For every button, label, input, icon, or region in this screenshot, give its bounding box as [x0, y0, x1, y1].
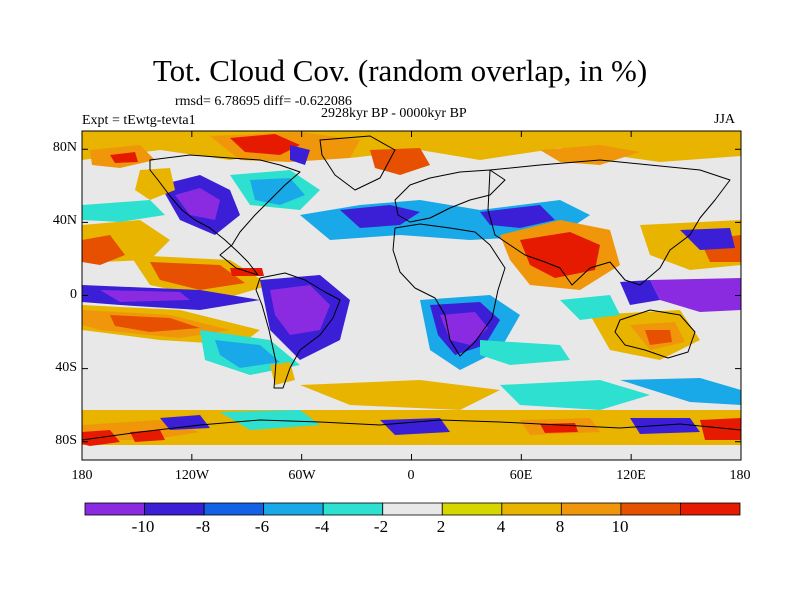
- lat-tick-label: 0: [70, 287, 77, 302]
- lon-tick-label: 120E: [616, 468, 646, 483]
- anomaly-region: [340, 205, 420, 228]
- anomaly-region: [175, 188, 220, 220]
- colorbar-label: -4: [314, 517, 330, 536]
- anomaly-field: [82, 131, 741, 460]
- period-label: 2928kyr BP - 0000kyr BP: [321, 106, 467, 121]
- lon-tick-label: 180: [729, 468, 751, 483]
- anomaly-region: [160, 415, 210, 430]
- lon-tick-label: 120W: [174, 468, 210, 483]
- colorbar-swatch: [203, 502, 265, 516]
- coastline-greenland: [319, 135, 396, 191]
- anomaly-region: [620, 378, 741, 405]
- colorbar-label: -8: [195, 517, 211, 536]
- anomaly-region: [300, 380, 500, 410]
- anomaly-region: [150, 262, 245, 290]
- coastline-north-america: [149, 154, 301, 276]
- colorbar-swatch: [501, 502, 562, 516]
- anomaly-region: [480, 340, 570, 365]
- anomaly-region: [650, 278, 741, 312]
- anomaly-region: [82, 200, 165, 222]
- anomaly-region: [380, 418, 450, 435]
- experiment-label: Expt = tEwtg-tevta1: [82, 113, 196, 128]
- stats-label: rmsd= 6.78695 diff= -0.622086: [175, 94, 352, 109]
- coastline-australia: [614, 309, 696, 359]
- lon-tick-label: 60E: [509, 468, 533, 483]
- coastline-asia: [487, 159, 731, 286]
- anomaly-region: [82, 445, 741, 460]
- anomaly-region: [82, 235, 125, 265]
- anomaly-region: [440, 312, 488, 345]
- anomaly-region: [135, 168, 175, 200]
- anomaly-region: [215, 340, 280, 368]
- anomaly-region: [250, 178, 305, 205]
- anomaly-region: [230, 134, 300, 155]
- season-label: JJA: [714, 112, 736, 127]
- anomaly-region: [620, 280, 660, 305]
- anomaly-region: [680, 228, 735, 250]
- anomaly-region: [110, 152, 138, 163]
- map-title: Tot. Cloud Cov. (random overlap, in %): [152, 53, 648, 88]
- colorbar-label: 4: [496, 517, 506, 536]
- anomaly-region: [520, 232, 600, 278]
- anomaly-region: [270, 285, 330, 335]
- colorbar-label: -6: [254, 517, 270, 536]
- colorbar-label: 8: [555, 517, 565, 536]
- anomaly-region: [500, 380, 650, 410]
- colorbar-swatch: [560, 502, 622, 516]
- coastline-south-america: [255, 272, 341, 389]
- lon-tick-label: 60W: [288, 468, 316, 483]
- anomaly-region: [700, 418, 741, 440]
- colorbar-label: 10: [611, 517, 629, 536]
- lat-tick-label: 80S: [55, 433, 77, 448]
- colorbar-swatch: [84, 502, 145, 516]
- colorbar-swatch: [680, 502, 741, 516]
- colorbar-swatch: [382, 502, 443, 516]
- anomaly-region: [560, 295, 620, 320]
- colorbar-swatch: [263, 502, 324, 516]
- colorbar-swatch: [620, 502, 681, 516]
- anomaly-region: [645, 330, 672, 345]
- anomaly-region: [480, 205, 555, 228]
- anomaly-region: [540, 145, 640, 165]
- anomaly-region: [110, 315, 200, 332]
- anomaly-region: [100, 290, 190, 302]
- coastline-africa: [392, 223, 506, 357]
- coastline-antarctica: [82, 419, 741, 441]
- lat-tick-label: 40S: [55, 360, 77, 375]
- anomaly-region: [82, 430, 120, 446]
- colorbar-label: 2: [436, 517, 446, 536]
- anomaly-region: [270, 362, 295, 385]
- lat-tick-label: 40N: [52, 213, 77, 228]
- lon-tick-label: 180: [71, 468, 93, 483]
- colorbar: [84, 502, 741, 516]
- colorbar-swatch: [144, 502, 205, 516]
- anomaly-region: [130, 430, 165, 442]
- anomaly-region: [630, 418, 700, 434]
- axis-ticks: [81, 131, 742, 460]
- colorbar-label: -2: [373, 517, 389, 536]
- colorbar-swatch: [441, 502, 503, 516]
- coastlines: [82, 135, 741, 441]
- coastline-europe: [394, 169, 506, 223]
- colorbar-label: -10: [131, 517, 155, 536]
- anomaly-region: [290, 145, 310, 165]
- lat-tick-label: 80N: [52, 140, 77, 155]
- colorbar-swatch: [322, 502, 384, 516]
- lon-tick-label: 0: [407, 468, 415, 483]
